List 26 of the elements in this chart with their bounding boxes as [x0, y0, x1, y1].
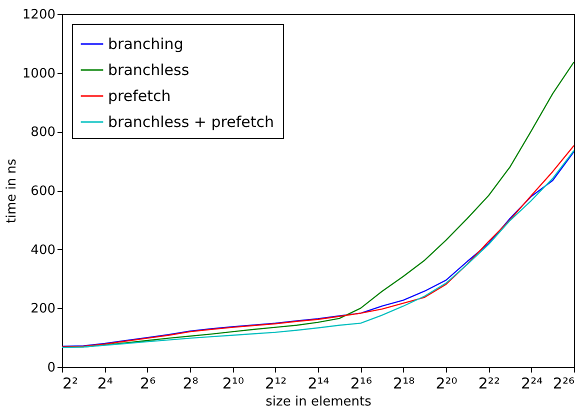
legend-label: prefetch	[108, 87, 171, 105]
y-tick-label: 600	[30, 184, 56, 199]
y-tick-label: 1000	[22, 66, 56, 82]
y-tick-label: 400	[30, 242, 56, 258]
x-tick-label: 2¹²	[265, 374, 287, 392]
x-tick-label: 2²⁶	[552, 374, 574, 392]
legend-label: branchless + prefetch	[108, 113, 274, 131]
y-tick-label: 800	[30, 125, 56, 140]
x-tick-label: 2²⁰	[436, 374, 458, 392]
y-axis-title: time in ns	[4, 158, 20, 224]
x-tick-label: 2²	[62, 374, 78, 392]
x-tick-label: 2¹⁴	[308, 374, 330, 392]
x-axis-title: size in elements	[266, 394, 372, 410]
x-tick-label: 2¹⁶	[350, 374, 372, 392]
y-tick-label: 1200	[22, 8, 56, 22]
x-tick-label: 2¹⁸	[393, 374, 415, 392]
x-tick-label: 2⁶	[140, 374, 156, 392]
legend-label: branching	[108, 35, 184, 53]
x-tick-label: 2²⁴	[521, 374, 543, 392]
y-tick-label: 200	[30, 302, 56, 317]
x-tick-label: 2¹⁰	[222, 374, 244, 392]
x-tick-label: 2⁴	[97, 374, 113, 392]
x-tick-label: 2⁸	[182, 374, 198, 392]
x-tick-label: 2²²	[478, 374, 500, 392]
y-tick-label: 0	[47, 360, 56, 376]
legend-label: branchless	[108, 61, 190, 79]
